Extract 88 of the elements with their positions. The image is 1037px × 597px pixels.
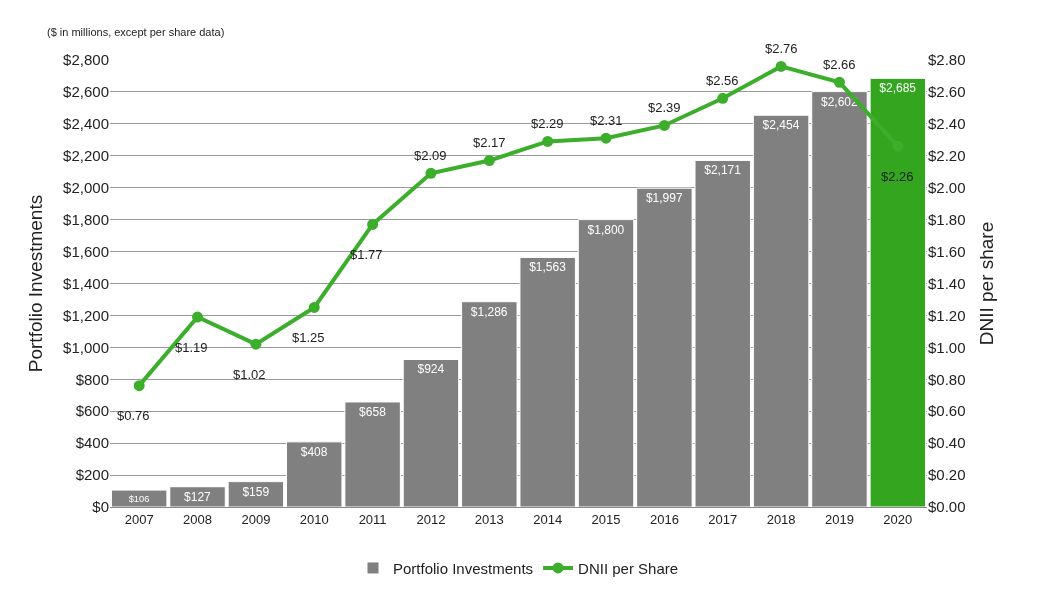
y2-tick-label: $1.80 xyxy=(928,210,966,228)
y-tick-label: $0 xyxy=(92,498,109,516)
x-tick-label: 2017 xyxy=(708,511,738,527)
x-tick-label: 2010 xyxy=(299,511,329,527)
y-tick-label: $2,600 xyxy=(63,83,109,101)
y-tick-label: $2,200 xyxy=(63,147,109,165)
data-label: $159 xyxy=(242,484,270,499)
x-tick-label: 2007 xyxy=(124,511,154,527)
x-tick-label: 2019 xyxy=(825,511,854,527)
y-tick-label: $400 xyxy=(75,434,109,452)
data-label: $2.76 xyxy=(765,41,798,56)
y2-tick-label: $2.20 xyxy=(928,147,966,165)
x-tick-label: 2013 xyxy=(474,511,504,527)
y2-tick-label: $0.20 xyxy=(928,466,966,484)
legend-label: Portfolio Investments xyxy=(393,559,534,577)
data-label: $1.25 xyxy=(292,330,325,345)
x-tick-label: 2011 xyxy=(358,511,387,527)
data-label: $1,997 xyxy=(645,191,683,206)
y2-tick-label: $0.60 xyxy=(928,402,966,420)
data-label: $2,454 xyxy=(762,118,800,133)
y2-tick-label: $1.60 xyxy=(928,242,966,260)
data-label: $0.76 xyxy=(117,408,150,423)
y2-tick-label: $2.00 xyxy=(928,178,966,196)
data-label: $1.02 xyxy=(233,367,266,382)
y-tick-label: $800 xyxy=(75,370,109,388)
y2-tick-label: $0.00 xyxy=(928,498,966,516)
point xyxy=(658,119,670,131)
y2-tick-label: $2.80 xyxy=(928,51,966,69)
data-label: $2.56 xyxy=(706,73,739,88)
data-label: $1,563 xyxy=(529,260,567,275)
data-label: $1.19 xyxy=(175,340,208,355)
y-tick-label: $1,400 xyxy=(63,274,109,292)
data-label: $2.29 xyxy=(531,116,564,131)
point xyxy=(133,380,145,392)
y2-tick-label: $2.60 xyxy=(928,83,966,101)
x-tick-label: 2012 xyxy=(416,511,446,527)
data-label: $408 xyxy=(300,444,328,459)
data-label: $2,685 xyxy=(879,81,917,96)
y-tick-label: $2,000 xyxy=(63,178,109,196)
point xyxy=(425,167,437,179)
x-tick-label: 2014 xyxy=(533,511,563,527)
point xyxy=(600,132,612,144)
data-label: $2.17 xyxy=(473,135,506,150)
point xyxy=(367,218,379,230)
data-label: $2,171 xyxy=(704,163,742,178)
y-tick-label: $1,600 xyxy=(63,242,109,260)
data-label: $106 xyxy=(128,493,150,504)
x-tick-label: 2018 xyxy=(766,511,796,527)
y2-tick-label: $0.40 xyxy=(928,434,966,452)
x-tick-label: 2016 xyxy=(649,511,679,527)
data-label: $924 xyxy=(417,362,445,377)
point xyxy=(308,301,320,313)
data-label: $2.31 xyxy=(590,113,623,128)
y-tick-label: $200 xyxy=(75,466,109,484)
point xyxy=(833,76,845,88)
legend-label: DNII per Share xyxy=(578,559,679,577)
point xyxy=(717,92,729,104)
data-label: $2.09 xyxy=(414,148,447,163)
point xyxy=(542,135,554,147)
y2-tick-label: $1.40 xyxy=(928,274,966,292)
y-tick-label: $1,000 xyxy=(63,338,109,356)
y2-tick-label: $1.00 xyxy=(928,338,966,356)
x-tick-label: 2020 xyxy=(883,511,913,527)
chart-subtitle: ($ in millions, except per share data) xyxy=(47,26,225,38)
y-tick-label: $600 xyxy=(75,402,109,420)
data-label: $658 xyxy=(359,404,387,419)
data-label: $2.66 xyxy=(823,57,856,72)
data-label: $2.39 xyxy=(648,100,681,115)
x-tick-label: 2008 xyxy=(183,511,212,527)
y-tick-label: $2,400 xyxy=(63,115,109,133)
data-label: $1,286 xyxy=(470,304,508,319)
point xyxy=(192,311,204,323)
y-tick-label: $1,800 xyxy=(63,210,109,228)
y2-tick-label: $0.80 xyxy=(928,370,966,388)
y-axis-title: Portfolio Investments xyxy=(24,194,46,373)
y-tick-label: $1,200 xyxy=(63,306,109,324)
y2-axis-title: DNII per share xyxy=(976,221,998,346)
y2-tick-label: $1.20 xyxy=(928,306,966,324)
point xyxy=(775,60,787,72)
x-tick-label: 2009 xyxy=(241,511,271,527)
y2-tick-label: $2.40 xyxy=(928,115,966,133)
point xyxy=(483,155,495,167)
data-label: $2.26 xyxy=(881,169,914,184)
data-label: $127 xyxy=(184,489,212,504)
y-tick-label: $2,800 xyxy=(63,51,109,69)
x-tick-label: 2015 xyxy=(591,511,621,527)
data-label: $1,800 xyxy=(587,222,625,237)
point xyxy=(250,338,262,350)
